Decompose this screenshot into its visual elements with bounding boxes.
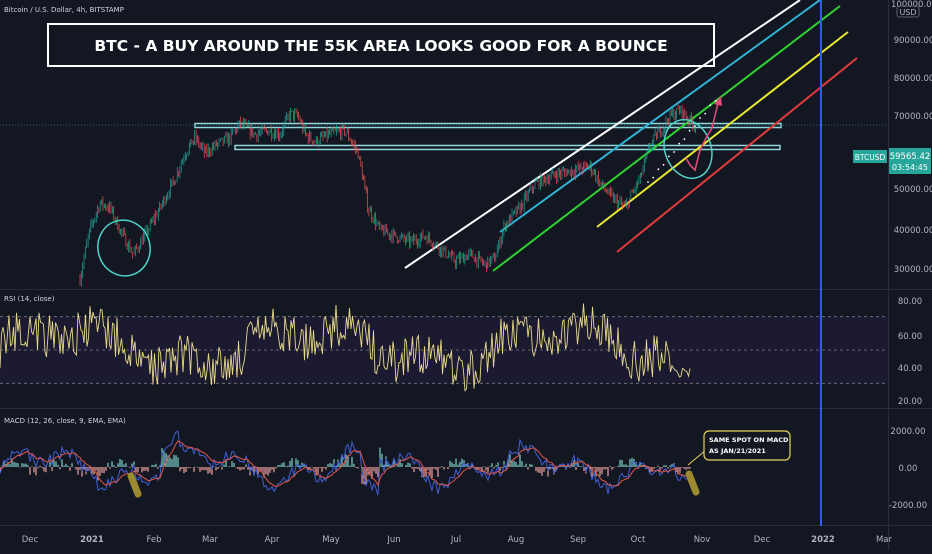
currency-label: USD [899, 8, 916, 17]
projection-dot [709, 104, 712, 107]
rsi-label: RSI (14, close) [4, 295, 55, 303]
projection-dot [667, 155, 670, 158]
yellow-channel-line [596, 31, 849, 228]
projection-dot [652, 176, 655, 179]
projected-arrow-head [714, 96, 722, 106]
time-label-dec: Dec [22, 535, 39, 545]
macd-tick-0: 0.00 [899, 464, 918, 474]
time-label-feb: Feb [146, 535, 161, 545]
macd-tick-2000: 2000.00 [890, 427, 925, 437]
price-tick-70000: 70000.00 [894, 112, 932, 122]
currency-badge[interactable] [896, 5, 920, 18]
price-tick-50000: 50000.00 [894, 185, 932, 195]
macd-callout-line2: AS JAN/21/2021 [709, 447, 766, 455]
macd-callout-pointer [687, 449, 707, 466]
support-zone-2 [234, 144, 781, 151]
time-label-jul: Jul [450, 535, 461, 545]
projection-dot [699, 117, 701, 119]
jan-macd-highlight [127, 472, 142, 498]
symbol-header: Bitcoin / U.S. Dollar, 4h, BITSTAMP [4, 6, 124, 14]
time-label-dec: Dec [754, 535, 771, 545]
rsi-tick-80: 80.00 [898, 297, 922, 307]
signal-line [0, 440, 691, 487]
price-axis[interactable]: 100000.00 USD 90000.00 80000.00 70000.00… [853, 0, 932, 275]
time-label-mar: Mar [876, 535, 893, 545]
rsi-tick-20: 20.00 [898, 397, 922, 407]
projection-dot [657, 168, 660, 171]
red-channel-line [616, 57, 858, 253]
time-label-2021: 2021 [80, 535, 104, 545]
macd-tick-minus-2000: -2000.00 [889, 501, 927, 511]
macd-callout-box [703, 430, 791, 461]
price-tick-30000: 30000.00 [894, 265, 932, 275]
time-label-apr: Apr [265, 535, 280, 545]
price-candles [79, 104, 696, 287]
projection-dot [683, 138, 686, 141]
projection-dot [673, 151, 675, 153]
green-channel-line [492, 5, 841, 272]
price-annotations [97, 96, 722, 277]
price-channels [404, 0, 858, 272]
time-label-nov: Nov [694, 535, 711, 545]
time-label-mar: Mar [202, 535, 219, 545]
time-label-sep: Sep [570, 535, 586, 545]
white-channel-line [404, 0, 801, 269]
ticker-tag-label: BTCUSD [855, 153, 886, 162]
price-tick-40000: 40000.00 [894, 226, 932, 236]
rsi-tick-60: 60.00 [898, 332, 922, 342]
ticker-tag[interactable] [853, 150, 887, 163]
price-tick-100000: 100000.00 [891, 0, 932, 10]
macd-callout-line1: SAME SPOT ON MACD [709, 436, 789, 444]
last-price-value: 59565.42 [890, 152, 931, 162]
projection-dot [647, 181, 649, 183]
time-label-jun: Jun [386, 535, 400, 545]
projection-dot [714, 99, 717, 102]
support-zones [0, 122, 888, 151]
bar-countdown: 03:54:45 [892, 163, 928, 172]
title-banner[interactable]: BTC - A BUY AROUND THE 55K AREA LOOKS GO… [47, 23, 715, 67]
projected-path [685, 102, 719, 172]
projection-dot [688, 129, 691, 132]
current-setup-ellipse [663, 118, 713, 180]
cyan-channel-line [499, 0, 821, 233]
time-label-oct: Oct [631, 535, 646, 545]
title-banner-text: BTC - A BUY AROUND THE 55K AREA LOOKS GO… [94, 37, 667, 55]
time-label-2022: 2022 [811, 535, 835, 545]
current-macd-highlight [685, 470, 700, 496]
projection-dot [678, 142, 681, 145]
support-zone-1 [194, 122, 782, 129]
rsi-pane [0, 303, 888, 392]
title-banner-frame [47, 23, 715, 67]
rsi-tick-40: 40.00 [898, 364, 922, 374]
macd-callout[interactable]: SAME SPOT ON MACD AS JAN/21/2021 [687, 430, 791, 466]
projection-dot [704, 112, 707, 115]
time-label-may: May [322, 535, 340, 545]
macd-label: MACD (12, 26, close, 9, EMA, EMA) [4, 417, 126, 425]
time-axis[interactable]: Dec 2021 Feb Mar Apr May Jun Jul Aug Sep Oct Nov Dec… [22, 535, 893, 545]
rsi-line [0, 303, 691, 392]
price-tick-90000: 90000.00 [894, 36, 932, 46]
projection-dot [662, 163, 665, 166]
macd-pane [0, 430, 700, 498]
projection-dot [693, 125, 696, 128]
jan-consolidation-ellipse [97, 219, 151, 277]
time-label-aug: Aug [508, 535, 525, 545]
price-tick-80000: 80000.00 [894, 74, 932, 84]
last-price-label[interactable] [889, 148, 931, 174]
